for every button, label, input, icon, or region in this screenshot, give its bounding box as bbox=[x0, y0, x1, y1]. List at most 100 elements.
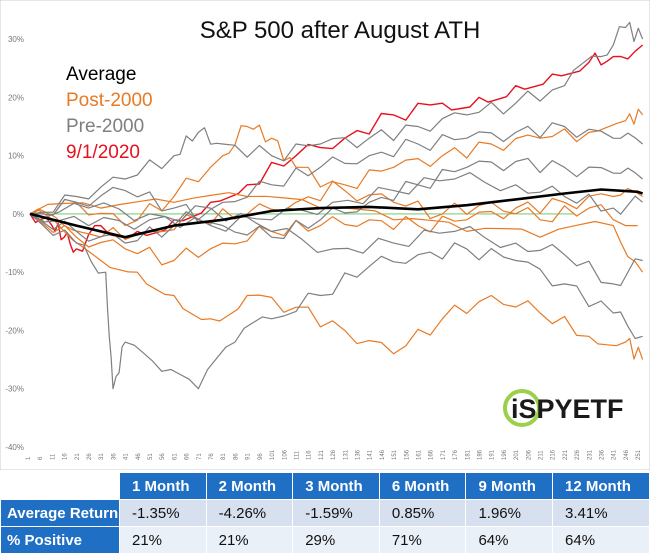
x-tick-label: 201 bbox=[514, 449, 520, 460]
legend-entry: Post-2000 bbox=[66, 90, 153, 111]
x-tick-label: 86 bbox=[233, 453, 239, 460]
table-cell: -4.26% bbox=[205, 499, 294, 527]
x-tick-label: 121 bbox=[319, 449, 325, 460]
x-tick-label: 236 bbox=[600, 449, 606, 460]
x-tick-label: 186 bbox=[477, 449, 483, 460]
table-cell: 1.96% bbox=[465, 499, 554, 527]
y-tick-label: -20% bbox=[5, 326, 24, 335]
chart: 30%20%10%0%-10%-20%-30%-40% 1 6 11 16 21 26 31… bbox=[0, 0, 650, 470]
x-tick-label: 66 bbox=[185, 453, 191, 460]
x-tick-label: 71 bbox=[197, 453, 203, 460]
x-axis-ticks: 1 6 11 16 21 26 31 36 41 46 51 56 61 66 71 76 81 86 91 96 10… bbox=[26, 449, 642, 460]
x-tick-label: 146 bbox=[380, 449, 386, 460]
y-tick-label: -30% bbox=[5, 385, 24, 394]
x-tick-label: 116 bbox=[307, 450, 313, 460]
x-tick-label: 126 bbox=[331, 449, 337, 460]
x-tick-label: 136 bbox=[355, 449, 361, 460]
x-tick-label: 156 bbox=[404, 449, 410, 460]
x-tick-label: 161 bbox=[416, 449, 422, 460]
x-tick-label: 91 bbox=[246, 453, 252, 460]
x-tick-label: 206 bbox=[526, 449, 532, 460]
logo: iSPYETF bbox=[503, 389, 624, 427]
x-tick-label: 226 bbox=[575, 449, 581, 460]
x-tick-label: 171 bbox=[441, 449, 447, 460]
series-line bbox=[29, 192, 644, 273]
x-tick-label: 111 bbox=[294, 450, 300, 460]
x-tick-label: 241 bbox=[612, 449, 618, 460]
x-tick-label: 101 bbox=[270, 449, 276, 460]
x-tick-label: 76 bbox=[209, 453, 215, 460]
y-tick-label: 20% bbox=[8, 93, 24, 102]
table-header-cell: 2 Month bbox=[205, 472, 294, 500]
table-cell: 3.41% bbox=[552, 499, 650, 527]
x-tick-label: 106 bbox=[282, 449, 288, 460]
x-tick-label: 131 bbox=[343, 449, 349, 460]
x-tick-label: 141 bbox=[368, 449, 374, 460]
y-tick-label: 10% bbox=[8, 152, 24, 161]
table-header-cell: 6 Month bbox=[378, 472, 467, 500]
table-cell: 21% bbox=[119, 526, 207, 554]
table-header-cell: 1 Month bbox=[119, 472, 207, 500]
legend-entry: Pre-2000 bbox=[66, 116, 144, 137]
x-tick-label: 181 bbox=[465, 449, 471, 460]
x-tick-label: 21 bbox=[75, 453, 81, 460]
series-lines bbox=[29, 21, 644, 390]
x-tick-label: 61 bbox=[172, 453, 178, 460]
x-tick-label: 176 bbox=[453, 449, 459, 460]
series-line bbox=[29, 172, 643, 232]
table-cell: 64% bbox=[552, 526, 650, 554]
series-line bbox=[29, 21, 644, 215]
row-label: % Positive bbox=[0, 526, 120, 554]
legend-entry: 9/1/2020 bbox=[66, 142, 140, 163]
y-tick-label: 30% bbox=[8, 35, 24, 44]
table-header-cell: 9 Month bbox=[465, 472, 554, 500]
table-cell: 71% bbox=[378, 526, 467, 554]
x-tick-label: 196 bbox=[502, 449, 508, 460]
x-tick-label: 56 bbox=[160, 453, 166, 460]
table-header-row: 1 Month 2 Month 3 Month 6 Month 9 Month … bbox=[0, 472, 650, 500]
table-header-cell: 3 Month bbox=[292, 472, 380, 500]
x-tick-label: 51 bbox=[148, 453, 154, 460]
x-tick-label: 211 bbox=[539, 450, 545, 460]
series-line bbox=[29, 205, 643, 287]
table-row: Average Return -1.35% -4.26% -1.59% 0.85… bbox=[0, 499, 650, 527]
series-line bbox=[29, 122, 643, 244]
row-label: Average Return bbox=[0, 499, 120, 527]
table-cell: -1.35% bbox=[119, 499, 207, 527]
x-tick-label: 96 bbox=[258, 453, 264, 460]
legend-entry: Average bbox=[66, 64, 136, 85]
x-tick-label: 231 bbox=[587, 449, 593, 460]
x-tick-label: 246 bbox=[624, 449, 630, 460]
x-tick-label: 1 bbox=[26, 456, 32, 460]
chart-title: S&P 500 after August ATH bbox=[200, 17, 481, 44]
x-tick-label: 26 bbox=[87, 453, 93, 460]
y-tick-label: 0% bbox=[12, 210, 24, 219]
table-cell: 0.85% bbox=[378, 499, 467, 527]
stats-table: 1 Month 2 Month 3 Month 6 Month 9 Month … bbox=[0, 472, 650, 554]
series-line bbox=[29, 44, 644, 253]
x-tick-label: 221 bbox=[563, 449, 569, 460]
series-line bbox=[29, 187, 643, 266]
series-line bbox=[29, 209, 644, 360]
series-line bbox=[29, 124, 638, 227]
y-tick-label: -40% bbox=[5, 443, 24, 452]
x-tick-label: 151 bbox=[392, 449, 398, 460]
x-tick-label: 191 bbox=[490, 449, 496, 460]
logo-text: iSPYETF bbox=[511, 394, 624, 424]
series-line bbox=[29, 108, 644, 241]
x-tick-label: 36 bbox=[111, 453, 117, 460]
table-cell: 64% bbox=[465, 526, 554, 554]
x-tick-label: 41 bbox=[124, 453, 130, 460]
x-tick-label: 46 bbox=[136, 453, 142, 460]
logo-ring-icon bbox=[503, 389, 541, 427]
table-cell: 29% bbox=[292, 526, 380, 554]
y-axis-ticks: 30% 20% 10% 0% -10% -20% -30% -40% bbox=[5, 35, 24, 452]
table-header-cell: 12 Month bbox=[552, 472, 650, 500]
legend: Average Post-2000 Pre-2000 9/1/2020 bbox=[66, 64, 153, 163]
x-tick-label: 166 bbox=[429, 449, 435, 460]
x-tick-label: 16 bbox=[63, 453, 69, 460]
x-tick-label: 31 bbox=[99, 453, 105, 460]
table-cell: -1.59% bbox=[292, 499, 380, 527]
table-header-cell bbox=[0, 472, 120, 500]
y-tick-label: -10% bbox=[5, 268, 24, 277]
